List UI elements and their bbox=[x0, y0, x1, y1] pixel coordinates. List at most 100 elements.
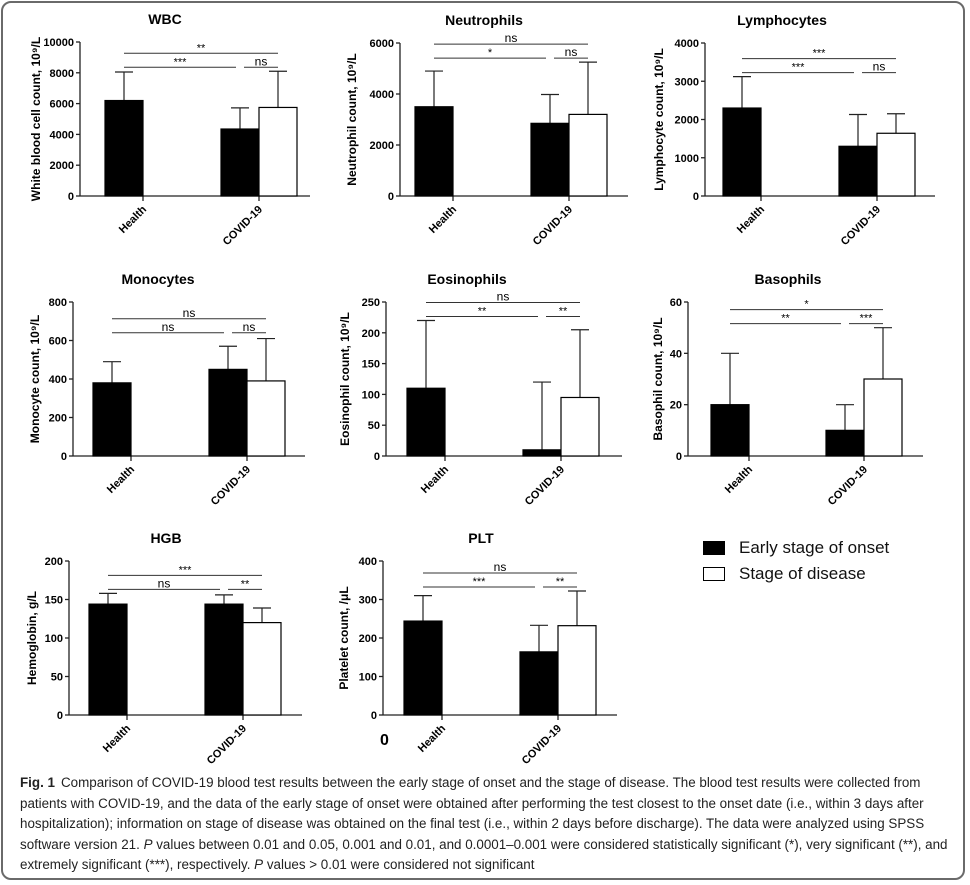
bar-health-early bbox=[722, 107, 762, 197]
significance-label: ns bbox=[183, 306, 196, 320]
y-axis-label: Basophil count, 10⁹/L bbox=[651, 317, 665, 440]
bar-health-early bbox=[406, 387, 446, 457]
y-axis-label: Monocyte count, 10⁹/L bbox=[28, 315, 42, 443]
bar-covid-disease bbox=[876, 132, 916, 197]
bar-covid-disease bbox=[568, 113, 608, 197]
chart-plt: PLT Platelet count, /μL 0 100 200 300 400 Healt… bbox=[337, 530, 617, 767]
y-tick-label: 0 bbox=[374, 451, 380, 463]
y-tick-label: 3000 bbox=[675, 76, 699, 88]
significance-label: ** bbox=[197, 42, 206, 54]
y-tick-label: 20 bbox=[670, 400, 682, 412]
y-tick-label: 800 bbox=[49, 297, 67, 309]
y-tick-label: 150 bbox=[45, 595, 63, 607]
chart-lymphocytes: Lymphocytes Lymphocyte count, 10⁹/L 0 1000 2… bbox=[652, 12, 935, 248]
chart-title: Monocytes bbox=[121, 271, 194, 287]
caption-text-2: values between 0.01 and 0.05, 0.001 and … bbox=[20, 836, 948, 873]
chart-basophils: Basophils Basophil count, 10⁹/L 0 20 40 60 Hea… bbox=[651, 271, 923, 508]
y-tick-label: 200 bbox=[45, 556, 63, 568]
significance-label: ** bbox=[556, 576, 565, 588]
y-tick-label: 0 bbox=[57, 710, 63, 722]
y-tick-label: 6000 bbox=[370, 38, 394, 50]
chart-hgb: HGB Hemoglobin, g/L 0 50 100 150 200 Health COVI… bbox=[25, 530, 302, 767]
y-tick-label: 4000 bbox=[675, 38, 699, 50]
y-tick-label: 150 bbox=[362, 359, 380, 371]
bar-covid-early bbox=[208, 368, 248, 457]
y-tick-label: 400 bbox=[49, 374, 67, 386]
significance-label: *** bbox=[813, 48, 827, 60]
y-tick-label: 100 bbox=[359, 672, 377, 684]
y-tick-label: 2000 bbox=[370, 140, 394, 152]
y-tick-label: 8000 bbox=[50, 68, 74, 80]
y-tick-label: 0 bbox=[61, 451, 67, 463]
y-tick-label: 200 bbox=[359, 633, 377, 645]
significance-label: * bbox=[804, 299, 809, 311]
figure-caption: Fig. 1 Comparison of COVID-19 blood test … bbox=[20, 773, 955, 876]
x-tick-label: Health bbox=[427, 203, 459, 235]
bar-covid-early bbox=[530, 122, 570, 197]
x-tick-label: Health bbox=[723, 463, 755, 495]
x-tick-label: COVID-19 bbox=[523, 464, 567, 508]
y-axis-label: Platelet count, /μL bbox=[337, 586, 351, 689]
chart-monocytes: Monocytes Monocyte count, 10⁹/L 0 200 400 600… bbox=[28, 271, 305, 508]
y-axis-label: Hemoglobin, g/L bbox=[25, 591, 39, 685]
y-tick-label: 2000 bbox=[50, 160, 74, 172]
y-tick-label: 0 bbox=[388, 191, 394, 203]
y-tick-label: 200 bbox=[49, 413, 67, 425]
bar-covid-disease bbox=[246, 380, 286, 457]
significance-label: ** bbox=[478, 305, 487, 317]
significance-label: ns bbox=[565, 45, 578, 59]
bar-covid-early bbox=[522, 449, 562, 457]
bar-covid-disease bbox=[242, 621, 282, 716]
chart-title: Lymphocytes bbox=[737, 12, 827, 28]
legend-swatch-early bbox=[703, 541, 725, 555]
caption-text-1: Comparison of COVID-19 blood test result… bbox=[20, 775, 925, 852]
x-tick-label: Health bbox=[117, 203, 149, 235]
legend-label-early: Early stage of onset bbox=[739, 538, 890, 557]
significance-label: *** bbox=[179, 564, 193, 576]
y-tick-label: 50 bbox=[51, 672, 63, 684]
chart-title: WBC bbox=[148, 11, 181, 27]
significance-label: ns bbox=[494, 560, 507, 574]
bar-covid-early bbox=[204, 603, 244, 716]
significance-label: ** bbox=[559, 305, 568, 317]
y-tick-label: 100 bbox=[362, 389, 380, 401]
bar-covid-early bbox=[220, 128, 260, 197]
x-tick-label: COVID-19 bbox=[839, 204, 883, 248]
significance-label: ns bbox=[158, 576, 171, 590]
y-tick-label: 0 bbox=[371, 710, 377, 722]
y-tick-label: 0 bbox=[68, 191, 74, 203]
significance-label: ns bbox=[497, 289, 510, 303]
y-tick-label: 10000 bbox=[43, 37, 74, 49]
y-axis-label: Eosinophil count, 10⁹/L bbox=[338, 312, 352, 446]
chart-title: PLT bbox=[468, 530, 494, 546]
y-tick-label: 250 bbox=[362, 297, 380, 309]
bar-health-early bbox=[403, 620, 443, 716]
bar-covid-disease bbox=[557, 625, 597, 716]
x-tick-label: COVID-19 bbox=[209, 464, 253, 508]
y-tick-label: 6000 bbox=[50, 99, 74, 111]
significance-label: *** bbox=[792, 62, 806, 74]
bar-covid-early bbox=[825, 429, 865, 457]
y-axis-label: Lymphocyte count, 10⁹/L bbox=[652, 48, 666, 191]
y-tick-label: 4000 bbox=[50, 129, 74, 141]
bar-health-early bbox=[414, 106, 454, 197]
y-tick-label: 50 bbox=[368, 420, 380, 432]
y-tick-label: 300 bbox=[359, 595, 377, 607]
bar-health-early bbox=[710, 404, 750, 457]
significance-label: ns bbox=[243, 320, 256, 334]
legend-item-early: Early stage of onset bbox=[703, 535, 889, 561]
caption-fig-label: Fig. 1 bbox=[20, 775, 55, 790]
caption-text-3: values > 0.01 were considered not signif… bbox=[263, 857, 535, 872]
significance-label: ** bbox=[241, 578, 250, 590]
bar-covid-disease bbox=[258, 106, 298, 197]
y-tick-label: 600 bbox=[49, 336, 67, 348]
bar-covid-early bbox=[838, 145, 878, 197]
caption-p-2: P bbox=[254, 857, 264, 872]
significance-label: *** bbox=[860, 313, 874, 325]
y-tick-label: 100 bbox=[45, 633, 63, 645]
x-tick-label: COVID-19 bbox=[205, 723, 249, 767]
x-tick-label: Health bbox=[105, 463, 137, 495]
y-axis-label: Neutrophil count, 10⁹/L bbox=[345, 53, 359, 185]
chart-title: Basophils bbox=[755, 271, 822, 287]
